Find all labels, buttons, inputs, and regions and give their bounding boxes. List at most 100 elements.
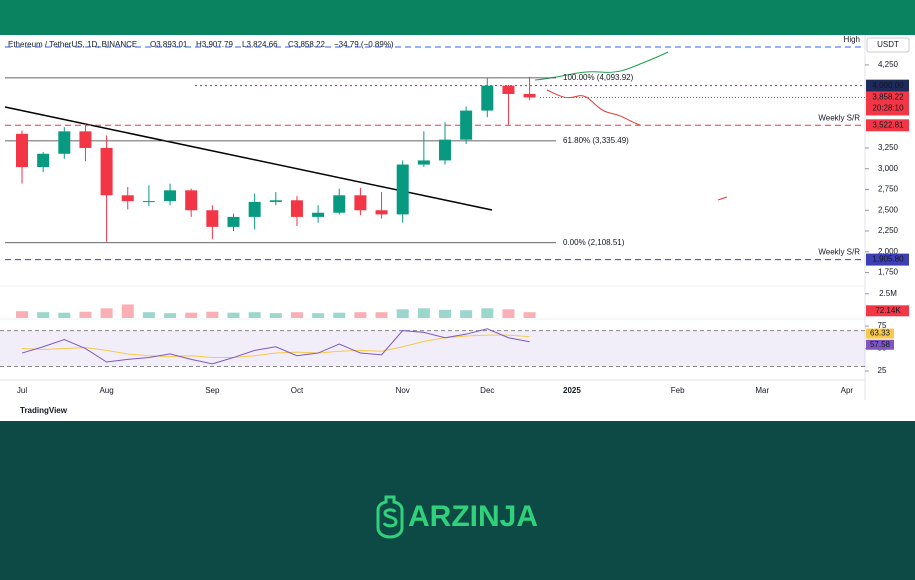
volume-bar xyxy=(269,313,282,318)
candle-body xyxy=(523,93,536,98)
fib-label: 0.00% (2,108.51) xyxy=(563,238,625,247)
price-line-name: Weekly S/R xyxy=(818,113,860,122)
logo: ARZINJA xyxy=(376,495,538,539)
candle-body xyxy=(248,201,261,217)
volume-bar xyxy=(16,311,28,318)
ohlc-value: C3,858.22 xyxy=(288,40,325,49)
y-tick-label: 4,250 xyxy=(878,60,899,69)
ohlc-value: L3,824.66 xyxy=(242,40,278,49)
price-line-box xyxy=(866,119,909,132)
volume-bar xyxy=(290,312,303,318)
candle-body xyxy=(460,110,473,140)
x-tick-label: Mar xyxy=(755,386,769,395)
volume-bar xyxy=(121,304,134,318)
volume-bar xyxy=(100,308,113,318)
rsi-value-box xyxy=(866,339,894,350)
rsi-value-label: 63.33 xyxy=(870,329,891,338)
rsi-tick-label: 25 xyxy=(878,366,887,375)
fib-label: 100.00% (4,093.92) xyxy=(563,73,634,82)
drawing-mark xyxy=(717,196,728,201)
watermark: TradingView xyxy=(20,406,68,415)
brand-name: ARZINJA xyxy=(408,500,538,533)
x-tick-label: Sep xyxy=(205,386,220,395)
price-line-name: Weekly S/R xyxy=(818,248,860,257)
rsi-value-box xyxy=(866,328,894,339)
candle-body xyxy=(164,190,177,202)
candle-body xyxy=(290,200,303,217)
candle-body xyxy=(121,195,134,202)
x-tick-label: Oct xyxy=(291,386,304,395)
candle-body xyxy=(481,85,494,111)
last-price-label: 3,858.22 xyxy=(872,93,904,102)
price-line-name: High xyxy=(844,35,860,44)
price-line-label: 1,905.80 xyxy=(872,255,904,264)
y-tick-label: 2,750 xyxy=(878,185,899,194)
x-tick-label: Nov xyxy=(396,386,410,395)
volume-bar xyxy=(396,309,409,318)
chart-title: Ethereum / TetherUS, 1D, BINANCE xyxy=(8,40,137,49)
volume-bar xyxy=(312,313,325,318)
volume-bar xyxy=(185,312,198,318)
x-tick-label: 2025 xyxy=(563,386,581,395)
top-bar xyxy=(0,0,915,35)
volume-bar xyxy=(37,312,50,318)
ohlc-value: H3,907.79 xyxy=(196,40,233,49)
volume-tick-label: 2.5M xyxy=(879,289,897,298)
price-line-box xyxy=(866,253,909,266)
candle-body xyxy=(227,216,240,227)
volume-bar xyxy=(502,309,515,318)
y-tick-label: 2,000 xyxy=(878,247,899,256)
candle-body xyxy=(439,139,451,161)
candle-body xyxy=(417,160,430,165)
volume-bar xyxy=(354,312,367,318)
y-tick-label: 2,250 xyxy=(878,226,899,235)
trendline xyxy=(4,106,493,211)
volume-last-box xyxy=(866,305,909,317)
y-tick-label: 3,000 xyxy=(878,164,899,173)
candle-body xyxy=(333,195,346,213)
volume-bar xyxy=(439,309,451,318)
candle-body xyxy=(375,210,388,215)
candle-body xyxy=(37,153,50,168)
volume-bar xyxy=(58,312,71,318)
volume-bar xyxy=(79,311,92,318)
candle-body xyxy=(354,195,367,211)
volume-bar xyxy=(206,311,219,318)
bear-projection xyxy=(546,89,641,126)
ohlc-value: O3,893.01 xyxy=(150,40,188,49)
volume-bar xyxy=(248,312,261,318)
rsi-tick-label: 75 xyxy=(878,321,887,330)
candle-body xyxy=(100,147,113,196)
volume-bar xyxy=(460,310,473,318)
x-tick-label: Apr xyxy=(841,386,854,395)
ohlc-value: −34.79 (−0.89%) xyxy=(334,40,394,49)
x-tick-label: Aug xyxy=(99,386,113,395)
rsi-value-label: 57.58 xyxy=(870,340,891,349)
volume-bar xyxy=(164,313,177,318)
volume-last-label: 72.14K xyxy=(875,306,901,315)
unit-label: USDT xyxy=(877,40,899,49)
candle-body xyxy=(502,85,515,94)
rsi-line xyxy=(21,328,530,365)
bull-projection xyxy=(534,51,669,81)
unit-box xyxy=(866,37,910,53)
volume-bar xyxy=(227,312,240,318)
y-tick-label: 2,500 xyxy=(878,205,899,214)
candle-body xyxy=(396,164,409,215)
x-tick-label: Jul xyxy=(17,386,27,395)
candle-body xyxy=(185,190,198,211)
y-tick-label: 1,750 xyxy=(878,268,899,277)
volume-bar xyxy=(523,312,536,318)
last-price-box xyxy=(866,91,909,116)
candle-body xyxy=(79,131,92,148)
candle-body xyxy=(58,131,71,154)
fib-label: 61.80% (3,335.49) xyxy=(563,136,629,145)
x-tick-label: Dec xyxy=(480,386,494,395)
volume-bar xyxy=(142,312,155,318)
volume-bar xyxy=(375,312,388,318)
candle-body xyxy=(16,133,28,168)
candle-body xyxy=(142,201,155,203)
price-line-label: 3,522.81 xyxy=(872,120,904,129)
price-line-box xyxy=(866,79,909,92)
